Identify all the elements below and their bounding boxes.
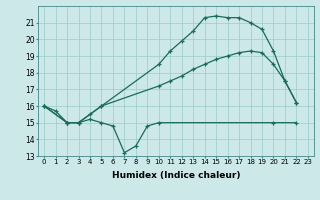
X-axis label: Humidex (Indice chaleur): Humidex (Indice chaleur) [112, 171, 240, 180]
